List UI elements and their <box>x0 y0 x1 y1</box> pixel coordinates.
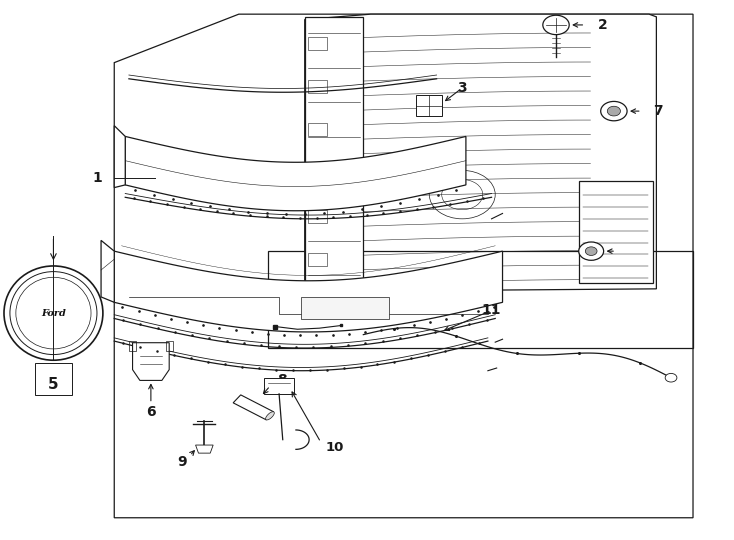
Bar <box>308 210 327 222</box>
Polygon shape <box>133 343 170 380</box>
Bar <box>308 37 327 50</box>
Circle shape <box>607 106 620 116</box>
Polygon shape <box>233 395 274 420</box>
Text: 8: 8 <box>277 373 288 387</box>
Bar <box>264 377 294 394</box>
Circle shape <box>578 242 603 260</box>
Polygon shape <box>126 137 466 211</box>
Ellipse shape <box>4 266 103 360</box>
Text: 3: 3 <box>457 81 467 95</box>
Circle shape <box>600 102 627 121</box>
Bar <box>129 341 137 351</box>
Text: 2: 2 <box>597 18 608 32</box>
Text: 7: 7 <box>653 104 663 118</box>
Polygon shape <box>101 240 115 302</box>
Circle shape <box>543 15 569 35</box>
Text: 10: 10 <box>326 441 344 454</box>
Polygon shape <box>115 126 126 187</box>
Polygon shape <box>115 251 503 332</box>
Text: 1: 1 <box>92 171 102 185</box>
Bar <box>268 251 693 348</box>
Circle shape <box>665 374 677 382</box>
Circle shape <box>585 247 597 255</box>
Bar <box>416 95 443 117</box>
Bar <box>308 124 327 137</box>
Polygon shape <box>305 14 656 292</box>
Ellipse shape <box>266 411 275 420</box>
Bar <box>579 181 653 284</box>
Bar <box>166 341 173 351</box>
Bar <box>308 253 327 266</box>
Text: Ford: Ford <box>41 308 66 318</box>
Polygon shape <box>195 445 213 453</box>
Bar <box>305 17 363 292</box>
Text: 9: 9 <box>178 455 187 469</box>
Text: 6: 6 <box>146 404 156 418</box>
Bar <box>301 298 389 319</box>
Text: 4: 4 <box>627 244 637 258</box>
Bar <box>308 166 327 179</box>
Bar <box>35 363 72 395</box>
Bar <box>308 80 327 93</box>
Text: 5: 5 <box>48 377 59 392</box>
Text: 11: 11 <box>482 303 501 318</box>
